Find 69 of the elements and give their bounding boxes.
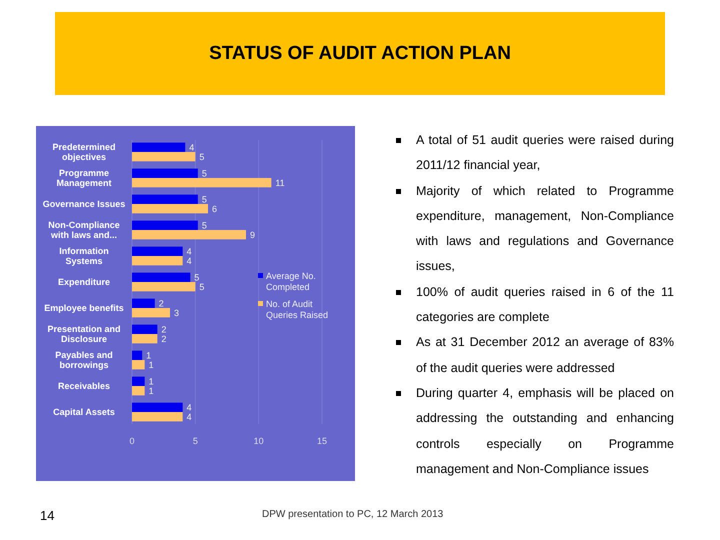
data-label: 4 xyxy=(186,412,192,422)
bar xyxy=(132,256,183,266)
data-label: 1 xyxy=(148,360,154,370)
data-label: 2 xyxy=(158,298,164,308)
legend-label: Average No. Completed xyxy=(266,271,316,292)
bar xyxy=(132,412,183,422)
data-label: 11 xyxy=(275,178,285,188)
bar xyxy=(132,360,145,370)
bar xyxy=(132,386,145,396)
bar xyxy=(132,282,196,292)
y-tick-label: Non-Compliance with laws and... xyxy=(48,220,120,240)
data-label: 4 xyxy=(186,402,192,413)
y-tick-label: Programme Management xyxy=(56,168,112,188)
data-label: 1 xyxy=(148,386,154,396)
text: DPW presentation to PC, 12 March 2013 xyxy=(262,509,444,520)
bar xyxy=(132,194,198,204)
bar xyxy=(132,376,145,386)
data-label: 4 xyxy=(186,256,192,266)
data-label: 2 xyxy=(161,334,166,344)
bar xyxy=(132,350,142,360)
y-tick-label: Governance Issues xyxy=(42,198,126,209)
data-label: 5 xyxy=(202,220,207,230)
text: As at 31 December 2012 an average of 83% of the audit queries were addressed xyxy=(416,335,674,375)
bar xyxy=(132,204,208,214)
data-label: 5 xyxy=(199,152,204,162)
data-label: 1 xyxy=(148,376,154,386)
text: 14 xyxy=(40,508,54,523)
bar xyxy=(132,152,196,162)
text: STATUS OF AUDIT ACTION PLAN xyxy=(55,12,665,95)
data-label: 5 xyxy=(202,194,207,204)
x-tick-label: 10 xyxy=(254,436,264,446)
bar xyxy=(132,178,272,188)
y-tick-label: Information Systems xyxy=(59,246,109,266)
y-tick-label: Payables and borrowings xyxy=(55,350,113,370)
data-label: 4 xyxy=(189,142,194,152)
bar xyxy=(132,220,198,230)
text: A total of 51 audit queries were raised during 2011/12 financial year, xyxy=(416,133,674,172)
bar xyxy=(132,272,190,282)
data-label: 5 xyxy=(199,282,204,292)
bar xyxy=(132,230,246,240)
data-label: 1 xyxy=(146,350,152,360)
text: 100% of audit queries raised in 6 of the 11 categories are complete xyxy=(416,284,674,324)
data-label: 2 xyxy=(161,324,166,334)
bar xyxy=(132,298,155,308)
y-tick-label: Expenditure xyxy=(58,276,110,287)
legend-label: No. of Audit Queries Raised xyxy=(266,299,328,320)
bar xyxy=(132,246,183,256)
x-tick-label: 15 xyxy=(316,436,328,446)
bar xyxy=(132,308,170,318)
y-tick-label: Employee benefits xyxy=(44,302,124,313)
data-label: 5 xyxy=(194,272,200,282)
data-label: 6 xyxy=(212,204,218,214)
data-label: 3 xyxy=(174,308,180,318)
data-label: 9 xyxy=(250,230,256,240)
text: Majority of which related to Programme expenditure, management, Non-Compliance with laws and regulations and Governance issues, xyxy=(416,184,674,274)
y-tick-label: Predetermined objectives xyxy=(52,142,116,162)
bar xyxy=(132,334,158,344)
bar xyxy=(132,168,198,178)
y-tick-label: Presentation and Disclosure xyxy=(47,324,121,344)
bar xyxy=(132,324,158,334)
data-label: 5 xyxy=(202,168,207,178)
x-tick-label: 0 xyxy=(129,436,135,446)
y-tick-label: Capital Assets xyxy=(53,406,115,417)
text: During quarter 4, emphasis will be placed on addressing the outstanding and enhancing controls especially on Programme management and Non-Compliance issues xyxy=(416,386,674,476)
y-tick-label: Receivables xyxy=(58,380,110,391)
bar xyxy=(132,142,186,152)
bar xyxy=(132,402,183,412)
data-label: 4 xyxy=(186,246,192,256)
x-tick-label: 5 xyxy=(192,436,198,446)
